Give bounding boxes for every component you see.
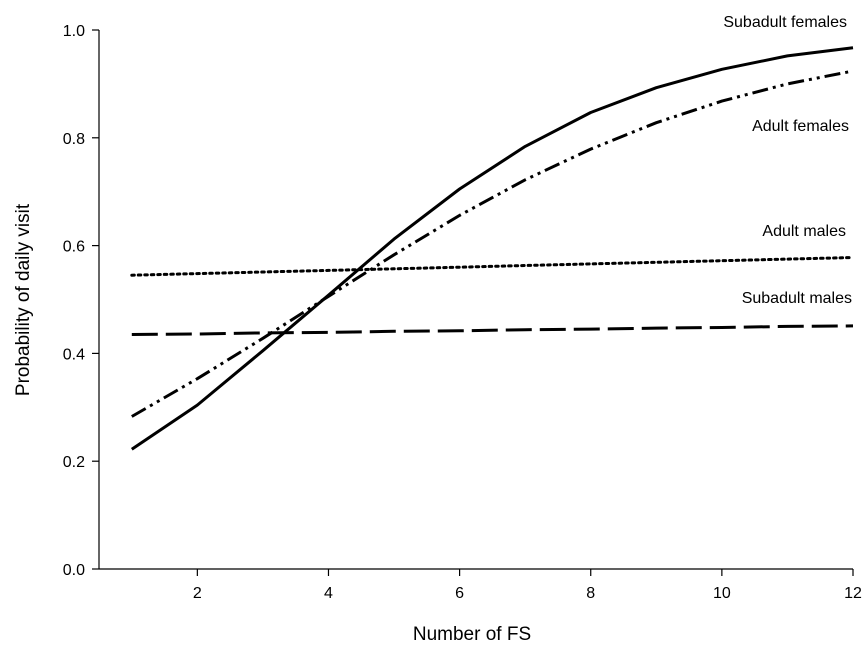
x-tick-label: 6 [455,585,464,602]
series-label-subadult-females: Subadult females [723,14,847,31]
x-axis-title: Number of FS [413,624,531,645]
x-tick-label: 2 [193,585,202,602]
plot-area: 0.0 0.2 0.4 0.6 0.8 1.0 2 4 6 8 10 12 Subadult femal… [63,14,862,602]
y-tick-label: 0.2 [63,454,85,471]
x-tick-label: 10 [713,585,731,602]
x-tick-label: 12 [844,585,862,602]
y-tick-label: 0.6 [63,239,85,256]
y-tick-label: 0.0 [63,562,85,579]
series-label-subadult-males: Subadult males [742,290,852,307]
series-line-subadult-males [131,324,854,336]
x-tick-label: 8 [586,585,595,602]
series-line-adult-females [131,69,854,418]
y-tick-label: 0.8 [63,131,85,148]
series-line-subadult-females [130,46,854,451]
series-line-adult-males [130,256,855,277]
x-tick-label: 4 [324,585,333,602]
series-label-adult-females: Adult females [752,118,849,135]
y-axis-title: Probability of daily visit [13,203,34,396]
y-tick-label: 0.4 [63,346,85,363]
series-label-adult-males: Adult males [762,223,846,240]
y-tick-label: 1.0 [63,23,85,40]
